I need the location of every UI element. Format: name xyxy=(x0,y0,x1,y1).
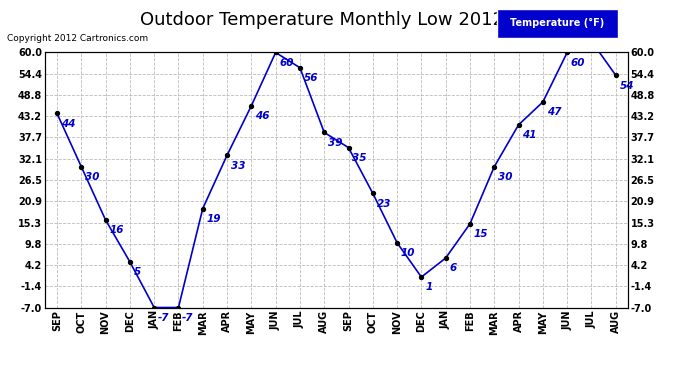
Point xyxy=(173,304,184,310)
Text: 16: 16 xyxy=(109,225,124,235)
Text: 60: 60 xyxy=(571,58,585,68)
Point xyxy=(610,72,621,78)
Point xyxy=(416,274,427,280)
Text: 63: 63 xyxy=(0,374,1,375)
Text: 41: 41 xyxy=(522,130,537,140)
Text: 19: 19 xyxy=(206,214,221,224)
Text: 35: 35 xyxy=(352,153,366,163)
Text: 6: 6 xyxy=(449,263,457,273)
Point xyxy=(538,99,549,105)
Text: -7: -7 xyxy=(158,313,169,323)
Point xyxy=(76,164,87,170)
Text: 47: 47 xyxy=(546,107,561,117)
Text: 33: 33 xyxy=(230,160,245,171)
Point xyxy=(124,259,135,265)
Point xyxy=(586,38,597,44)
Text: 60: 60 xyxy=(279,58,294,68)
Text: Copyright 2012 Cartronics.com: Copyright 2012 Cartronics.com xyxy=(7,34,148,43)
Text: 46: 46 xyxy=(255,111,270,121)
Point xyxy=(197,206,208,212)
Text: 5: 5 xyxy=(134,267,141,277)
Point xyxy=(440,255,451,261)
Text: -7: -7 xyxy=(182,313,194,323)
Point xyxy=(100,217,111,223)
Point xyxy=(489,164,500,170)
Point xyxy=(148,304,159,310)
Point xyxy=(367,190,378,196)
Point xyxy=(221,152,233,158)
Text: 15: 15 xyxy=(473,229,488,239)
Point xyxy=(319,129,330,135)
Point xyxy=(270,50,281,55)
Point xyxy=(295,65,306,71)
Text: 54: 54 xyxy=(620,81,634,91)
Point xyxy=(392,240,403,246)
Text: 44: 44 xyxy=(61,119,75,129)
Text: 30: 30 xyxy=(498,172,513,182)
Point xyxy=(52,110,63,116)
Text: 39: 39 xyxy=(328,138,342,148)
Text: 23: 23 xyxy=(377,199,391,208)
Text: 10: 10 xyxy=(401,248,415,258)
Text: 56: 56 xyxy=(304,73,318,83)
Text: 30: 30 xyxy=(85,172,99,182)
Point xyxy=(513,122,524,128)
Point xyxy=(464,221,475,227)
Text: Temperature (°F): Temperature (°F) xyxy=(510,18,604,28)
Text: 1: 1 xyxy=(425,282,433,292)
Point xyxy=(562,50,573,55)
Point xyxy=(343,145,354,151)
Text: Outdoor Temperature Monthly Low 20120919: Outdoor Temperature Monthly Low 20120919 xyxy=(140,11,550,29)
Point xyxy=(246,103,257,109)
